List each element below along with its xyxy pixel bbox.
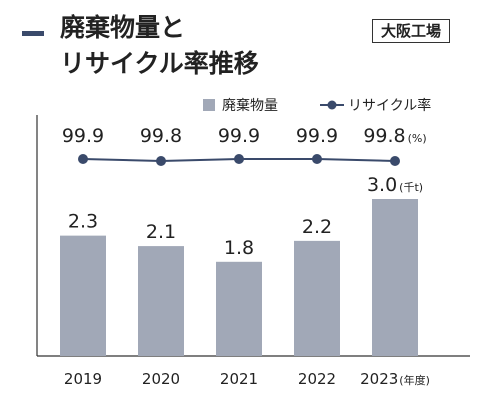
- chart-title-line-1: 廃棄物量と: [60, 13, 186, 42]
- chart-title-line-2: リサイクル率推移: [60, 49, 259, 78]
- bar-2019: [60, 235, 106, 356]
- plant-badge: 大阪工場: [372, 19, 451, 43]
- legend-label-line: リサイクル率: [348, 97, 431, 114]
- rate-unit-label: (%): [408, 132, 427, 145]
- x-tick-2020: 2020: [142, 370, 180, 388]
- bar-series: [60, 199, 418, 356]
- rate-label-2020: 99.8: [140, 125, 182, 147]
- rate-marker-2022: [312, 154, 322, 164]
- bar-2023: [372, 199, 418, 356]
- rate-label-2021: 99.9: [218, 125, 260, 147]
- bar-unit-label: (千t): [399, 181, 423, 194]
- bar-label-2019: 2.3: [68, 211, 98, 233]
- rate-marker-2023: [390, 156, 400, 166]
- recycle-rate-series: [78, 154, 400, 166]
- x-tick-2023: 2023(年度): [360, 370, 430, 388]
- legend: 廃棄物量 リサイクル率: [203, 97, 431, 114]
- rate-marker-2020: [156, 156, 166, 166]
- bar-label-2020: 2.1: [146, 221, 176, 243]
- x-tick-2019: 2019: [64, 370, 102, 388]
- chart-title: 廃棄物量と リサイクル率推移: [60, 10, 259, 82]
- rate-marker-2019: [78, 154, 88, 164]
- legend-label-bar: 廃棄物量: [222, 97, 278, 114]
- legend-marker: [327, 100, 337, 110]
- bar-label-2022: 2.2: [302, 216, 332, 238]
- rate-label-2022: 99.9: [296, 125, 338, 147]
- rate-label-2023: 99.8 (%): [363, 125, 426, 147]
- bar-2021: [216, 261, 262, 356]
- rate-marker-2021: [234, 154, 244, 164]
- x-unit-label: (年度): [399, 373, 430, 387]
- bar-label-2021: 1.8: [224, 237, 254, 259]
- x-tick-labels: 2019 2020 2021 2022 2023(年度): [64, 370, 430, 388]
- title-accent-bar: [22, 31, 44, 36]
- rate-label-2019: 99.9: [62, 125, 104, 147]
- bar-label-2023: 3.0 (千t): [367, 174, 423, 196]
- bar-2022: [294, 240, 340, 356]
- rate-value-labels: 99.9 99.8 99.9 99.9 99.8 (%): [62, 125, 427, 147]
- legend-swatch-bar: [203, 99, 215, 111]
- x-tick-2021: 2021: [220, 370, 258, 388]
- x-tick-2022: 2022: [298, 370, 336, 388]
- bar-2020: [138, 246, 184, 356]
- bar-value-labels: 2.3 2.1 1.8 2.2 3.0 (千t): [68, 174, 423, 259]
